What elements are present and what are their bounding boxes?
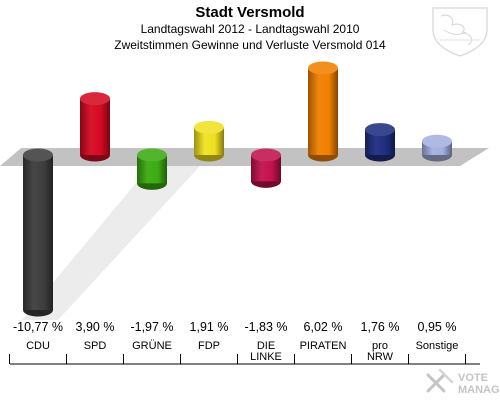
bar-sonstige [422, 134, 452, 162]
coat-of-arms-icon [432, 7, 488, 57]
value-label: 0,95 % [418, 320, 457, 334]
watermark-line-1: VOTE [458, 372, 488, 384]
bar-die-linke [251, 148, 281, 188]
bar-gr-ne [137, 148, 167, 190]
category-label: FDP [198, 340, 220, 352]
value-label: 1,91 % [190, 320, 229, 334]
bars-group [23, 61, 452, 317]
category-label: Sonstige [416, 340, 459, 352]
chart-subtitle-2: Zweitstimmen Gewinne und Verluste Versmo… [114, 38, 386, 52]
labels-group: -10,77 % CDU 3,90 % SPD -1,97 % GRÜNE 1,91 % FD… [13, 320, 458, 363]
bar-fdp [194, 120, 224, 162]
value-label: 6,02 % [304, 320, 343, 334]
category-label: CDU [26, 340, 50, 352]
value-label: -10,77 % [13, 320, 63, 334]
watermark-line-2: MANAGER [458, 384, 500, 396]
bar-piraten [308, 61, 338, 162]
bar-shadow [22, 166, 200, 320]
value-label: -1,83 % [244, 320, 287, 334]
category-label: pro NRW [367, 340, 394, 363]
bar-spd [80, 92, 110, 162]
category-ticks [9, 354, 466, 364]
value-label: -1,97 % [130, 320, 173, 334]
value-label: 1,76 % [361, 320, 400, 334]
chart-title: Stadt Versmold [195, 4, 304, 21]
category-label: DIE LINKE [250, 340, 282, 363]
category-label: PIRATEN [300, 340, 347, 352]
value-label: 3,90 % [76, 320, 115, 334]
chart-subtitle: Landtagswahl 2012 - Landtagswahl 2010 [141, 22, 360, 36]
bar-cdu [23, 148, 53, 317]
bar-pro-nrw [365, 123, 395, 162]
category-label: SPD [84, 340, 107, 352]
baseline-band [0, 148, 489, 166]
category-label: GRÜNE [132, 340, 172, 352]
vote-manager-logo: VOTE MANAGER [426, 368, 500, 396]
vote-manager-mark-icon [426, 368, 454, 393]
